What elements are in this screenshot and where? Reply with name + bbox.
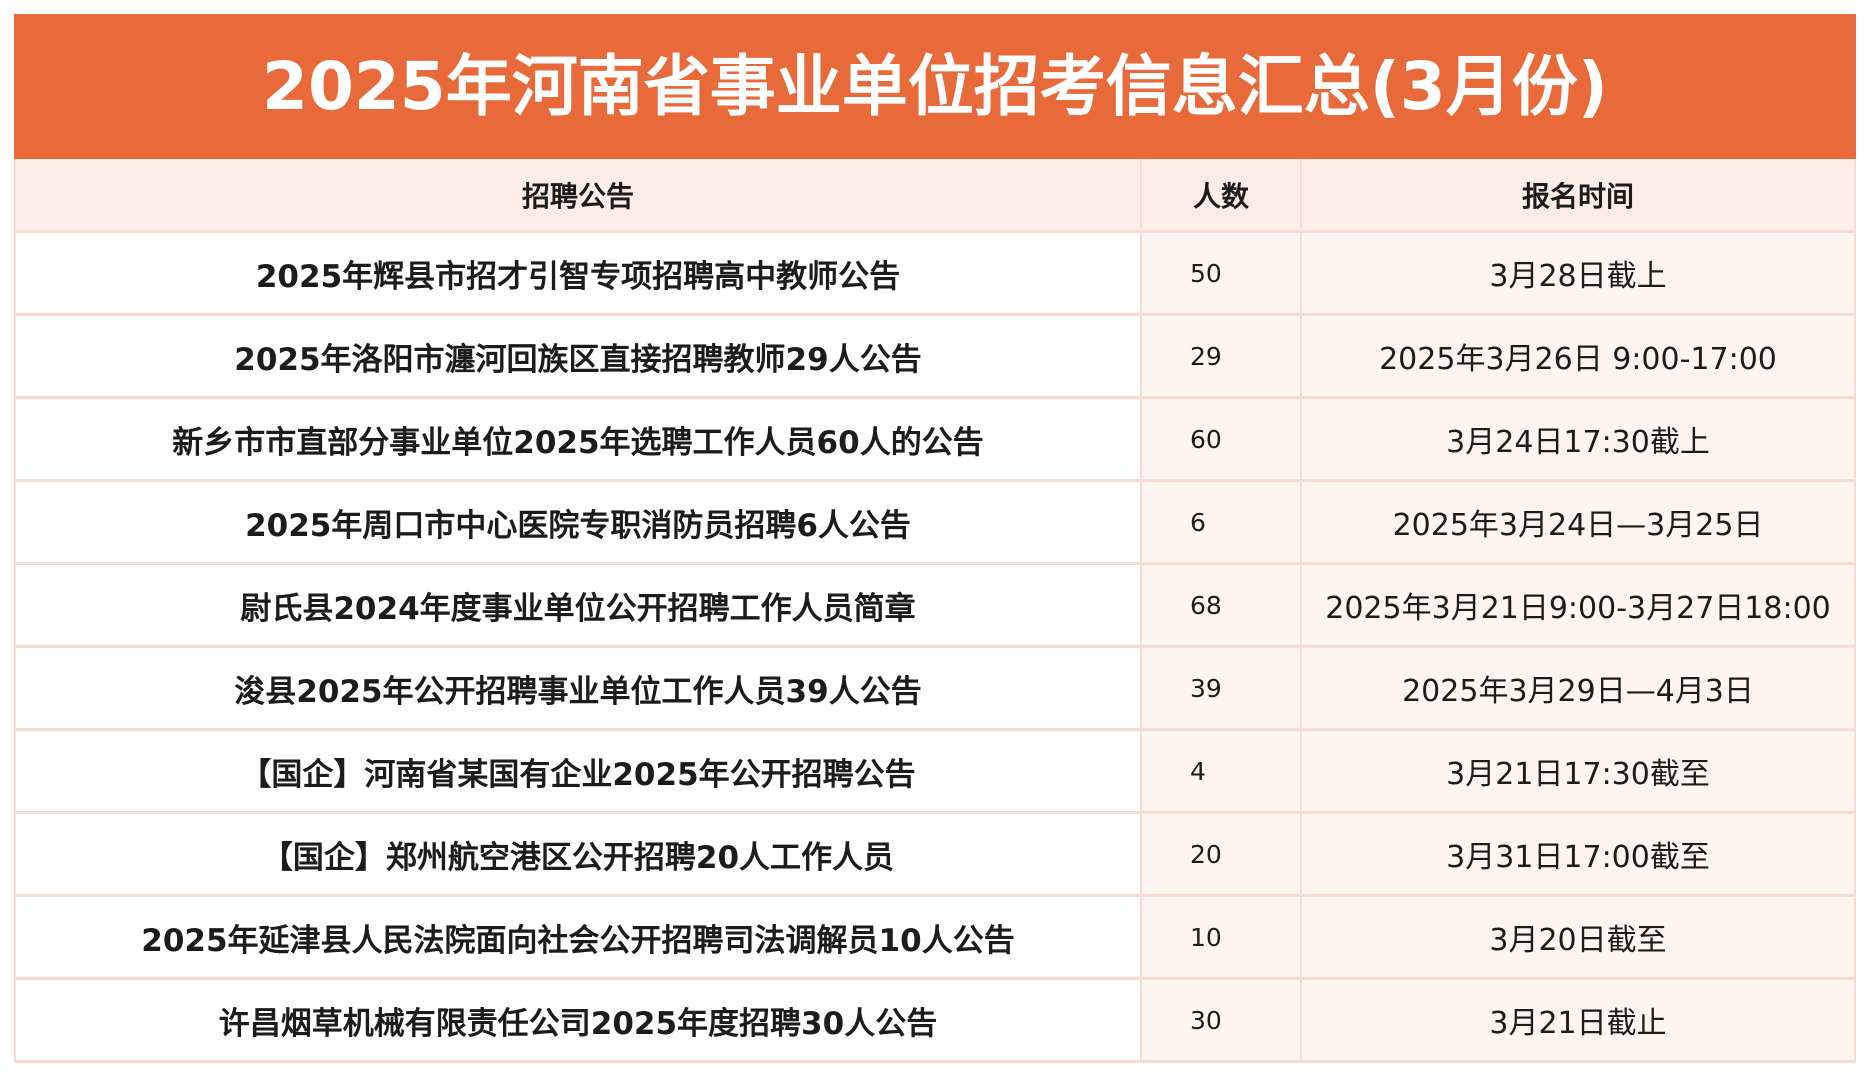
time-cell: 3月21日17:30截至 (1300, 731, 1856, 811)
time-cell: 3月31日17:00截至 (1300, 814, 1856, 894)
recruitment-sheet: 2025年河南省事业单位招考信息汇总(3月份) 招聘公告 人数 报名时间 202… (14, 14, 1856, 1063)
table-row: 【国企】河南省某国有企业2025年公开招聘公告 4 3月21日17:30截至 (14, 731, 1856, 814)
notice-cell: 【国企】郑州航空港区公开招聘20人工作人员 (14, 814, 1140, 894)
count-cell: 50 (1140, 233, 1300, 313)
count-cell: 39 (1140, 648, 1300, 728)
notice-cell: 尉氏县2024年度事业单位公开招聘工作人员简章 (14, 565, 1140, 645)
time-cell: 2025年3月24日—3月25日 (1300, 482, 1856, 562)
header-cell-notice: 招聘公告 (14, 159, 1140, 230)
notice-cell: 浚县2025年公开招聘事业单位工作人员39人公告 (14, 648, 1140, 728)
count-cell: 60 (1140, 399, 1300, 479)
count-cell: 20 (1140, 814, 1300, 894)
time-cell: 3月21日截止 (1300, 980, 1856, 1060)
time-cell: 2025年3月21日9:00-3月27日18:00 (1300, 565, 1856, 645)
notice-cell: 新乡市市直部分事业单位2025年选聘工作人员60人的公告 (14, 399, 1140, 479)
count-cell: 68 (1140, 565, 1300, 645)
table-header: 招聘公告 人数 报名时间 (14, 159, 1856, 233)
notice-cell: 2025年辉县市招才引智专项招聘高中教师公告 (14, 233, 1140, 313)
count-cell: 30 (1140, 980, 1300, 1060)
time-cell: 3月28日截上 (1300, 233, 1856, 313)
page-title: 2025年河南省事业单位招考信息汇总(3月份) (262, 47, 1608, 125)
notice-cell: 2025年周口市中心医院专职消防员招聘6人公告 (14, 482, 1140, 562)
time-cell: 3月20日截至 (1300, 897, 1856, 977)
table-row: 2025年延津县人民法院面向社会公开招聘司法调解员10人公告 10 3月20日截… (14, 897, 1856, 980)
time-cell: 3月24日17:30截上 (1300, 399, 1856, 479)
table-row: 2025年洛阳市瀍河回族区直接招聘教师29人公告 29 2025年3月26日 9… (14, 316, 1856, 399)
table-row: 2025年辉县市招才引智专项招聘高中教师公告 50 3月28日截上 (14, 233, 1856, 316)
header-cell-count: 人数 (1140, 159, 1300, 230)
table-row: 新乡市市直部分事业单位2025年选聘工作人员60人的公告 60 3月24日17:… (14, 399, 1856, 482)
title-banner: 2025年河南省事业单位招考信息汇总(3月份) (14, 14, 1856, 159)
notice-cell: 许昌烟草机械有限责任公司2025年度招聘30人公告 (14, 980, 1140, 1060)
notice-cell: 2025年延津县人民法院面向社会公开招聘司法调解员10人公告 (14, 897, 1140, 977)
count-cell: 10 (1140, 897, 1300, 977)
header-cell-time: 报名时间 (1300, 159, 1856, 230)
table-row: 尉氏县2024年度事业单位公开招聘工作人员简章 68 2025年3月21日9:0… (14, 565, 1856, 648)
table-row: 浚县2025年公开招聘事业单位工作人员39人公告 39 2025年3月29日—4… (14, 648, 1856, 731)
table-row: 许昌烟草机械有限责任公司2025年度招聘30人公告 30 3月21日截止 (14, 980, 1856, 1063)
table-row: 【国企】郑州航空港区公开招聘20人工作人员 20 3月31日17:00截至 (14, 814, 1856, 897)
notice-cell: 2025年洛阳市瀍河回族区直接招聘教师29人公告 (14, 316, 1140, 396)
count-cell: 29 (1140, 316, 1300, 396)
count-cell: 6 (1140, 482, 1300, 562)
time-cell: 2025年3月26日 9:00-17:00 (1300, 316, 1856, 396)
table-row: 2025年周口市中心医院专职消防员招聘6人公告 6 2025年3月24日—3月2… (14, 482, 1856, 565)
time-cell: 2025年3月29日—4月3日 (1300, 648, 1856, 728)
notice-cell: 【国企】河南省某国有企业2025年公开招聘公告 (14, 731, 1140, 811)
count-cell: 4 (1140, 731, 1300, 811)
